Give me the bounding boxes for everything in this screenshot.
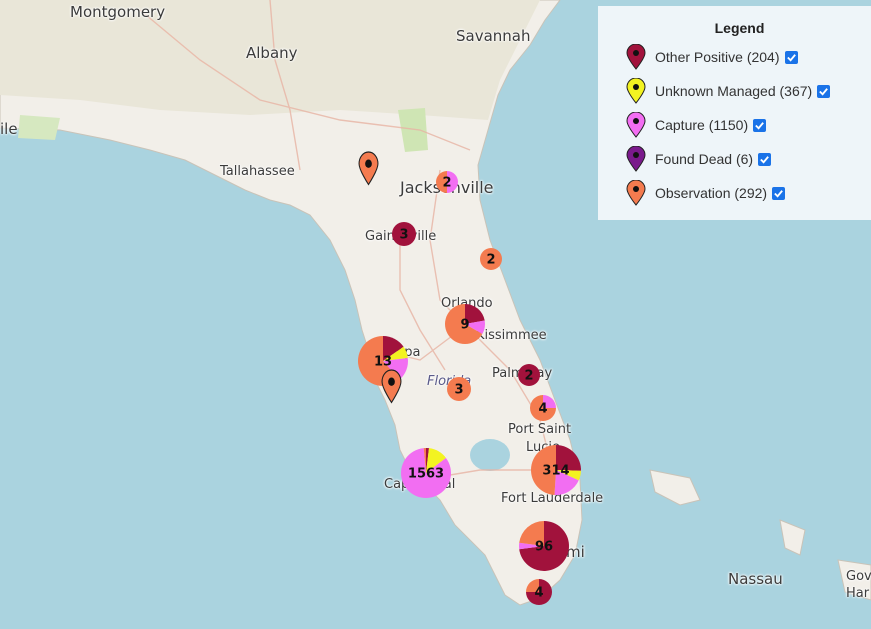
- label-fort-lauderdale: Fort Lauderdale: [501, 491, 604, 506]
- land-bahamas-3: [837, 559, 871, 601]
- map-pin-icon: [626, 112, 646, 138]
- cluster-count-label: 2: [442, 176, 451, 191]
- legend-item-capture: Capture (1150): [626, 112, 767, 138]
- cluster-marker[interactable]: 2: [480, 248, 502, 270]
- cluster-count-label: 3: [454, 383, 463, 398]
- legend-checkbox[interactable]: [758, 152, 772, 166]
- cluster-marker[interactable]: 3: [392, 222, 416, 246]
- label-kissimmee: Kissimmee: [476, 328, 547, 343]
- legend-item-label: Unknown Managed (367): [655, 83, 813, 99]
- label-gov-2: Har: [846, 586, 870, 601]
- legend-title: Legend: [714, 20, 765, 36]
- cluster-marker[interactable]: 4: [526, 579, 552, 605]
- cluster-count-label: 96: [535, 540, 553, 555]
- legend-item-label: Other Positive (204): [655, 49, 780, 65]
- cluster-count-label: 13: [374, 355, 392, 370]
- legend-item-observation: Observation (292): [626, 180, 786, 206]
- legend-item-unknown-managed: Unknown Managed (367): [626, 78, 831, 104]
- label-montgomery: Montgomery: [70, 3, 166, 21]
- cluster-slice-observation: [480, 248, 502, 270]
- cluster-marker[interactable]: 1563: [401, 447, 452, 498]
- cluster-slice-observation: [530, 445, 556, 495]
- map-pin-icon[interactable]: [381, 369, 402, 404]
- land-north: [0, 0, 540, 120]
- legend-checkbox[interactable]: [772, 186, 786, 200]
- map-pin-icon: [626, 44, 646, 70]
- cluster-slice-capture: [447, 171, 458, 193]
- cluster-slice-other-positive: [465, 304, 485, 324]
- cluster-slice-unknown-managed: [556, 470, 581, 481]
- cluster-slice-other-positive: [426, 448, 430, 473]
- map-pin-icon: [626, 180, 646, 206]
- label-tallahassee: Tallahassee: [220, 164, 295, 179]
- cluster-slice-unknown-managed: [426, 448, 446, 473]
- checkmark-icon: [760, 155, 769, 164]
- legend-item-label: Capture (1150): [655, 117, 749, 133]
- cluster-marker[interactable]: 9: [445, 304, 486, 344]
- checkmark-icon: [755, 121, 765, 130]
- map-pin-icon: [626, 146, 646, 172]
- legend-item-label: Found Dead (6): [655, 151, 754, 167]
- cluster-slice-capture: [401, 448, 452, 498]
- label-miami: mi: [566, 543, 585, 561]
- cluster-slice-other-positive: [556, 445, 581, 471]
- cluster-marker[interactable]: 4: [530, 395, 556, 421]
- cluster-slice-observation: [526, 579, 539, 592]
- cluster-count-label: 3: [399, 228, 408, 243]
- cluster-count-label: 2: [524, 369, 533, 384]
- forest-patch-2: [18, 115, 60, 140]
- cluster-slice-other-positive: [392, 222, 416, 246]
- label-albany: Albany: [246, 44, 298, 62]
- label-gov-1: Gov: [846, 569, 871, 584]
- cluster-count-label: 4: [538, 402, 547, 417]
- cluster-slice-other-positive: [383, 336, 404, 361]
- legend-item-label: Observation (292): [655, 185, 768, 201]
- checkmark-icon: [819, 87, 829, 96]
- cluster-count-label: 9: [460, 318, 469, 333]
- checkmark-icon: [786, 53, 796, 62]
- legend-item-other-positive: Other Positive (204): [626, 44, 798, 70]
- cluster-slice-observation: [436, 171, 447, 193]
- cluster-count-label: 2: [486, 253, 495, 268]
- cluster-marker[interactable]: 2: [518, 364, 540, 386]
- label-nassau: Nassau: [728, 570, 783, 588]
- legend-item-found-dead: Found Dead (6): [626, 146, 772, 172]
- cluster-slice-other-positive: [519, 521, 569, 571]
- map-pin-icon[interactable]: [358, 151, 379, 186]
- land-bahamas: [649, 469, 701, 506]
- label-savannah: Savannah: [456, 27, 531, 45]
- cluster-marker[interactable]: 314: [530, 445, 581, 495]
- cluster-slice-observation: [519, 521, 544, 546]
- cluster-marker[interactable]: 2: [436, 171, 458, 193]
- cluster-slice-capture: [383, 357, 408, 380]
- lake-okeechobee: [470, 439, 510, 471]
- cluster-count-label: 314: [542, 464, 569, 479]
- cluster-slice-capture: [519, 542, 544, 550]
- label-port-saint-lucie-1: Port Saint: [508, 422, 572, 437]
- cluster-slice-observation: [530, 395, 556, 421]
- cluster-slice-observation: [445, 304, 483, 344]
- land-bahamas-2: [779, 519, 806, 556]
- cluster-slice-other-positive: [518, 364, 540, 386]
- cluster-count-label: 1563: [408, 467, 444, 482]
- cluster-slice-observation: [423, 447, 426, 473]
- legend-checkbox[interactable]: [753, 118, 767, 132]
- cluster-slice-unknown-managed: [383, 346, 408, 361]
- map-pin-icon: [626, 78, 646, 104]
- label-orlando: Orlando: [441, 296, 493, 311]
- forest-patch: [398, 108, 428, 152]
- legend-checkbox[interactable]: [784, 50, 798, 64]
- cluster-count-label: 4: [534, 586, 543, 601]
- cluster-marker[interactable]: 96: [519, 521, 569, 571]
- cluster-slice-capture: [465, 320, 486, 334]
- label-mobile: ile: [0, 120, 18, 138]
- legend-panel: Legend Other Positive (204) Unknown Manag…: [598, 6, 871, 220]
- legend-checkbox[interactable]: [817, 84, 831, 98]
- cluster-slice-capture: [543, 395, 556, 408]
- cluster-marker[interactable]: 3: [447, 377, 471, 401]
- checkmark-icon: [774, 189, 783, 198]
- cluster-slice-observation: [447, 377, 471, 401]
- cluster-slice-capture: [554, 470, 579, 495]
